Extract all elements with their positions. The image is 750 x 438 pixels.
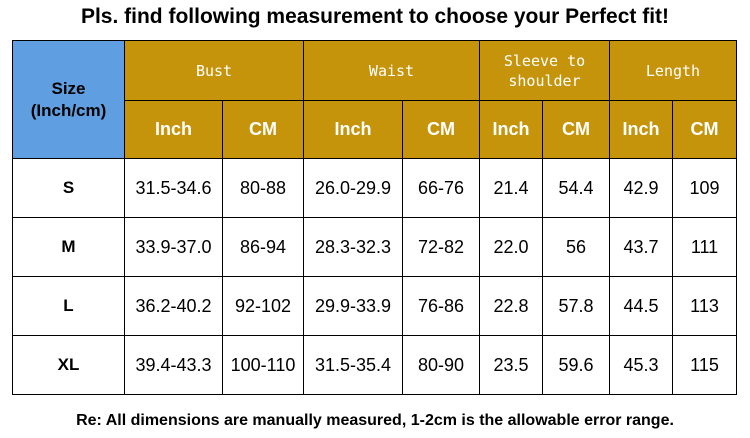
table-row: M 33.9-37.0 86-94 28.3-32.3 72-82 22.0 5… (12, 217, 737, 277)
unit-header-length-inch: Inch (609, 100, 673, 159)
size-label: XL (12, 335, 125, 395)
group-header-waist: Waist (303, 40, 480, 101)
table-cell: 86-94 (222, 217, 304, 277)
table-cell: 80-90 (402, 335, 480, 395)
table-cell: 92-102 (222, 276, 304, 336)
unit-header-bust-cm: CM (222, 100, 304, 159)
table-row: S 31.5-34.6 80-88 26.0-29.9 66-76 21.4 5… (12, 158, 737, 218)
unit-header-sleeve-inch: Inch (479, 100, 543, 159)
size-header-cell: Size (Inch/cm) (12, 40, 125, 159)
table-cell: 66-76 (402, 158, 480, 218)
table-cell: 42.9 (609, 158, 673, 218)
table-cell: 59.6 (542, 335, 610, 395)
page-title: Pls. find following measurement to choos… (80, 5, 670, 28)
table-cell: 115 (672, 335, 737, 395)
size-chart-table: Size (Inch/cm) Bust Waist Sleeve to shou… (12, 40, 737, 395)
table-cell: 113 (672, 276, 737, 336)
size-label: M (12, 217, 125, 277)
table-cell: 72-82 (402, 217, 480, 277)
group-header-length: Length (609, 40, 737, 101)
table-row: XL 39.4-43.3 100-110 31.5-35.4 80-90 23.… (12, 335, 737, 395)
table-cell: 44.5 (609, 276, 673, 336)
table-cell: 22.0 (479, 217, 543, 277)
table-cell: 57.8 (542, 276, 610, 336)
table-cell: 80-88 (222, 158, 304, 218)
table-cell: 56 (542, 217, 610, 277)
table-cell: 100-110 (222, 335, 304, 395)
table-cell: 26.0-29.9 (303, 158, 403, 218)
table-cell: 22.8 (479, 276, 543, 336)
table-cell: 76-86 (402, 276, 480, 336)
table-cell: 29.9-33.9 (303, 276, 403, 336)
table-cell: 21.4 (479, 158, 543, 218)
table-cell: 39.4-43.3 (124, 335, 223, 395)
measurement-note: Re: All dimensions are manually measured… (76, 412, 674, 429)
table-cell: 109 (672, 158, 737, 218)
table-cell: 43.7 (609, 217, 673, 277)
table-row: L 36.2-40.2 92-102 29.9-33.9 76-86 22.8 … (12, 276, 737, 336)
size-header-unit: (Inch/cm) (30, 100, 107, 120)
size-label: S (12, 158, 125, 218)
unit-header-bust-inch: Inch (124, 100, 223, 159)
unit-header-waist-cm: CM (402, 100, 480, 159)
table-cell: 111 (672, 217, 737, 277)
table-cell: 36.2-40.2 (124, 276, 223, 336)
table-cell: 23.5 (479, 335, 543, 395)
table-cell: 31.5-34.6 (124, 158, 223, 218)
size-label: L (12, 276, 125, 336)
group-header-bust: Bust (124, 40, 304, 101)
table-cell: 54.4 (542, 158, 610, 218)
table-cell: 31.5-35.4 (303, 335, 403, 395)
table-cell: 45.3 (609, 335, 673, 395)
table-cell: 28.3-32.3 (303, 217, 403, 277)
size-header-label: Size (51, 78, 86, 98)
unit-header-length-cm: CM (672, 100, 737, 159)
table-cell: 33.9-37.0 (124, 217, 223, 277)
group-header-sleeve-to-shoulder: Sleeve to shoulder (479, 40, 610, 101)
unit-header-sleeve-cm: CM (542, 100, 610, 159)
unit-header-waist-inch: Inch (303, 100, 403, 159)
